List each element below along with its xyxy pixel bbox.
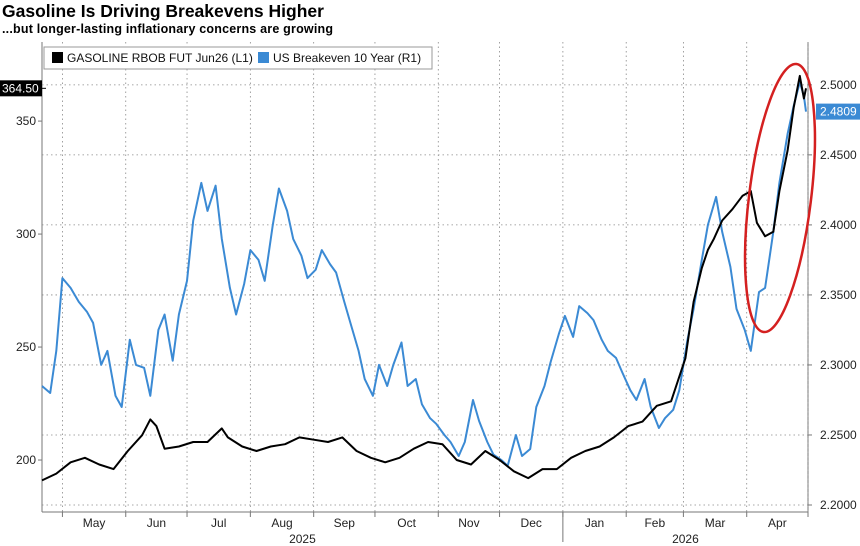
right-axis-tick-label: 2.4000 bbox=[820, 218, 857, 232]
x-axis-month-label: Feb bbox=[644, 516, 665, 530]
breakeven-series-line bbox=[41, 81, 807, 467]
x-axis-month-label: Mar bbox=[705, 516, 726, 530]
chart-title: Gasoline Is Driving Breakevens Higher bbox=[2, 1, 324, 21]
breakeven-last-value-label: 2.4809 bbox=[820, 105, 857, 119]
x-axis-month-label: Nov bbox=[458, 516, 479, 530]
chart-subtitle: ...but longer-lasting inflationary conce… bbox=[2, 22, 334, 36]
left-axis-tick-label: 350 bbox=[16, 114, 36, 128]
legend-label-breakeven: US Breakeven 10 Year (R1) bbox=[273, 51, 421, 65]
x-axis-month-label: Jan bbox=[585, 516, 604, 530]
gasoline-last-value-label: 364.50 bbox=[2, 81, 39, 95]
x-axis-year-label: 2025 bbox=[289, 532, 316, 546]
right-axis-tick-label: 2.2000 bbox=[820, 498, 857, 512]
left-axis-tick-label: 300 bbox=[16, 227, 36, 241]
right-axis-tick-label: 2.2500 bbox=[820, 428, 857, 442]
right-axis-tick-label: 2.3500 bbox=[820, 288, 857, 302]
gasoline-series-line bbox=[41, 74, 807, 482]
x-axis-month-label: Jul bbox=[211, 516, 226, 530]
x-axis-month-label: Aug bbox=[271, 516, 292, 530]
x-axis-month-label: Apr bbox=[768, 516, 787, 530]
x-axis-month-label: May bbox=[83, 516, 106, 530]
legend-label-gasoline: GASOLINE RBOB FUT Jun26 (L1) bbox=[67, 51, 253, 65]
x-axis-month-label: Jun bbox=[147, 516, 166, 530]
legend-swatch-breakeven bbox=[258, 52, 269, 63]
x-axis-year-label: 2026 bbox=[672, 532, 699, 546]
highlight-ellipse bbox=[743, 62, 817, 334]
right-axis-tick-label: 2.4500 bbox=[820, 148, 857, 162]
x-axis-month-label: Sep bbox=[334, 516, 356, 530]
breakeven-last-value-tag bbox=[816, 103, 860, 120]
left-axis-tick-label: 200 bbox=[16, 453, 36, 467]
right-axis-tick-label: 2.5000 bbox=[820, 78, 857, 92]
legend-swatch-gasoline bbox=[52, 52, 63, 63]
left-axis-tick-label: 250 bbox=[16, 340, 36, 354]
x-axis-month-label: Oct bbox=[397, 516, 416, 530]
gasoline-last-value-tag bbox=[0, 80, 42, 97]
x-axis-month-label: Dec bbox=[521, 516, 542, 530]
right-axis-tick-label: 2.3000 bbox=[820, 358, 857, 372]
legend-box bbox=[43, 46, 433, 70]
